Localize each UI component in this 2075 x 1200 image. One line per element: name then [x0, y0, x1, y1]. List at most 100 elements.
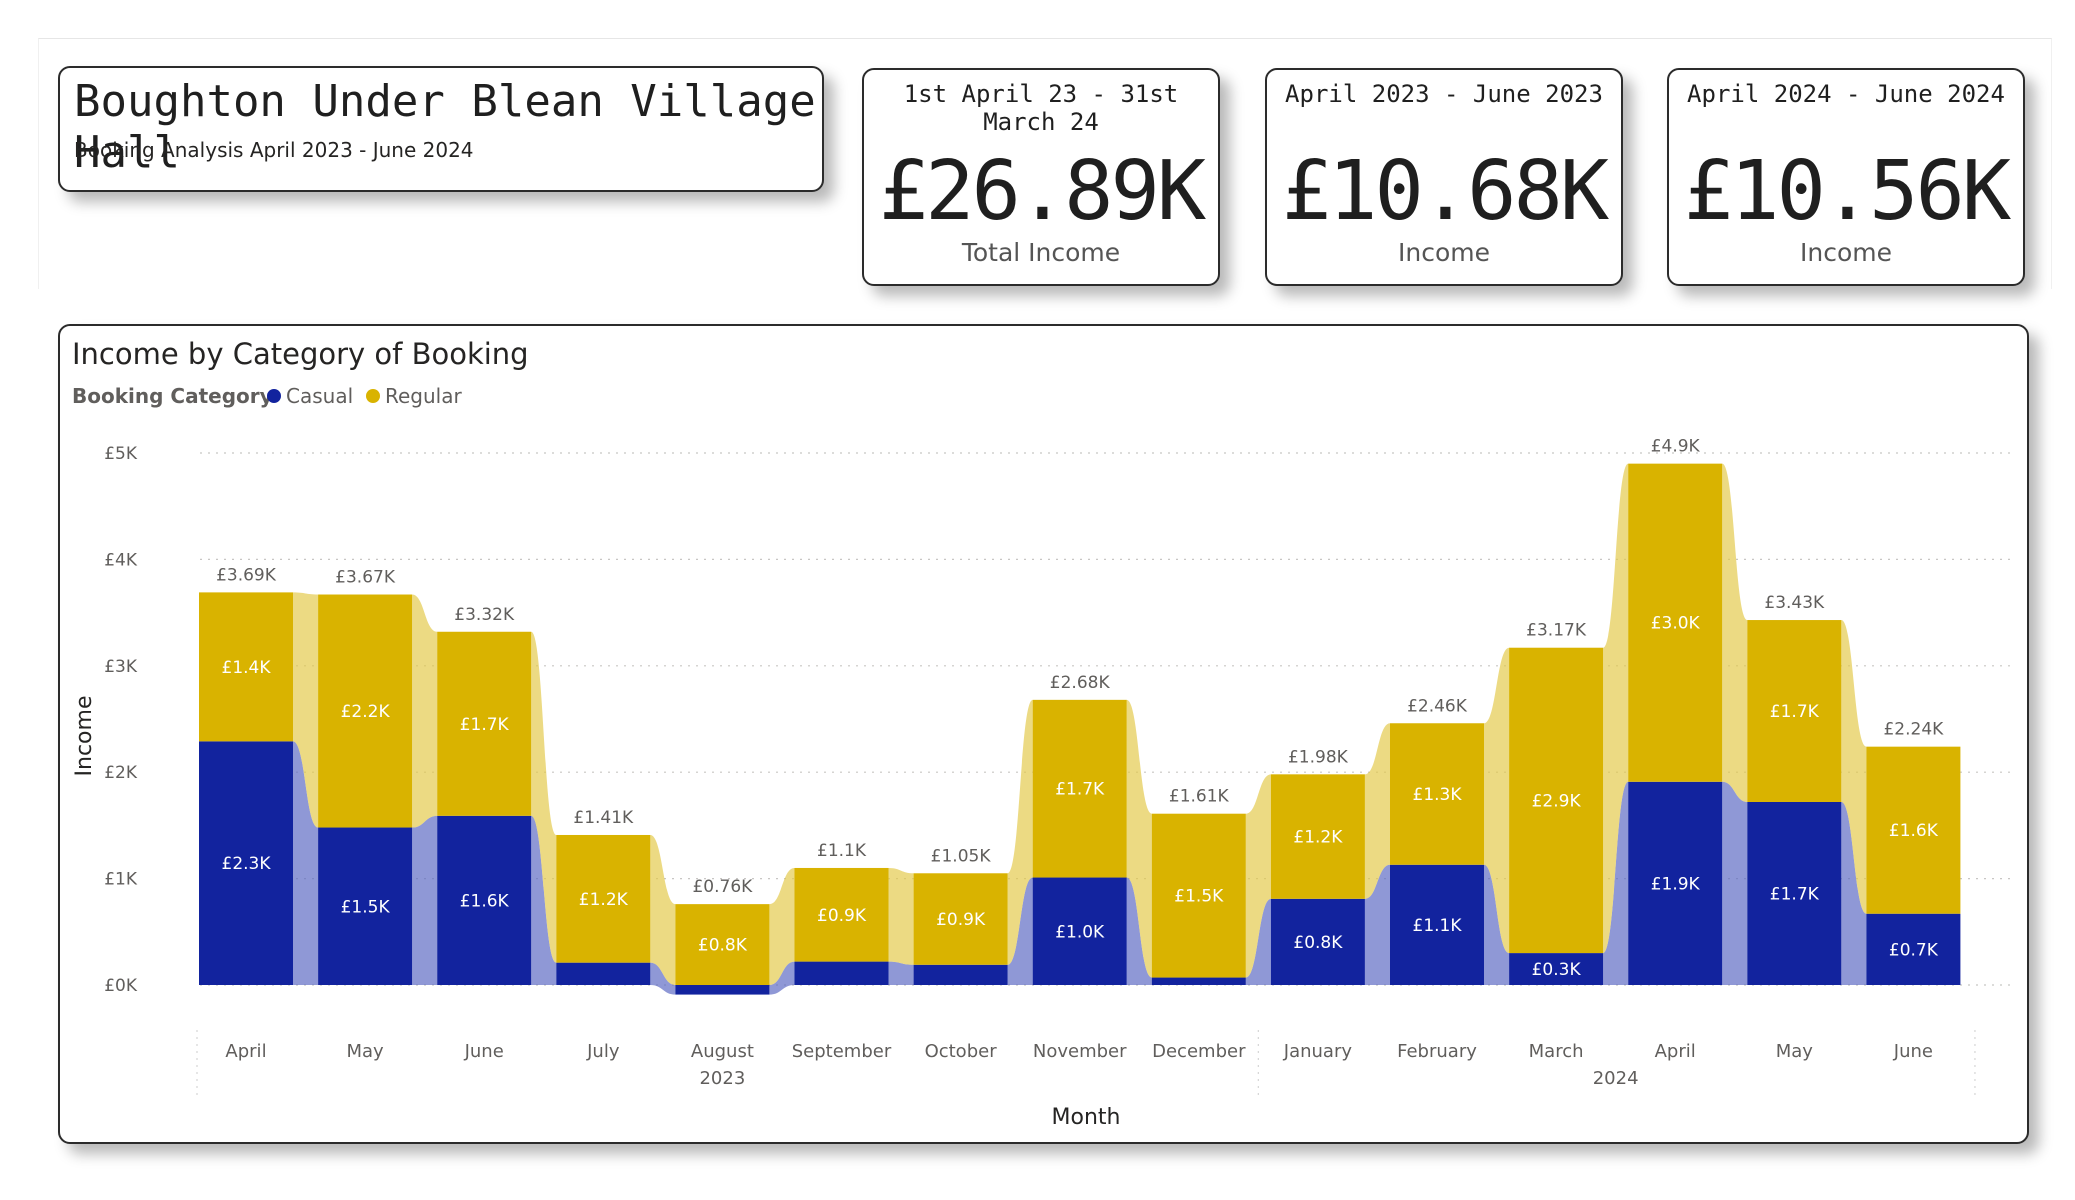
casual-value-label: £1.6K: [460, 891, 510, 911]
legend-marker-regular: [366, 389, 380, 403]
x-axis: April May June July August September October No…: [196, 1030, 1976, 1098]
bar-casual: [1390, 864, 1484, 985]
y-tick-label: £3K: [104, 657, 138, 677]
regular-ribbon: [1007, 699, 1033, 965]
casual-ribbon: [293, 741, 319, 985]
regular-ribbon: [1722, 463, 1748, 802]
bar-casual: [794, 961, 889, 985]
casual-value-label: £0.8K: [1293, 933, 1343, 953]
regular-value-label: £1.2K: [579, 890, 629, 910]
regular-value-label: £1.7K: [460, 715, 510, 735]
y-tick-label: £1K: [104, 870, 138, 890]
casual-ribbon: [412, 815, 438, 985]
legend-label-regular: Regular: [385, 384, 462, 408]
total-label: £0.76K: [692, 877, 753, 897]
casual-value-label: £1.1K: [1413, 916, 1463, 936]
bar-regular: [1628, 463, 1723, 782]
page-subtitle: Booking Analysis April 2023 - June 2024: [74, 138, 474, 162]
kpi-label: Income: [1800, 238, 1892, 267]
x-tick-label: November: [1033, 1041, 1127, 1062]
legend-label-casual: Casual: [286, 384, 353, 408]
bar-casual: [318, 827, 413, 985]
x-tick-label: October: [925, 1041, 998, 1062]
bar-regular: [437, 631, 532, 816]
total-label: £3.32K: [454, 605, 515, 625]
casual-ribbon: [1484, 864, 1510, 985]
regular-value-label: £0.8K: [698, 936, 748, 956]
casual-value-label: £1.7K: [1770, 884, 1820, 904]
kpi-card-income-2023[interactable]: April 2023 - June 2023 £10.68K Income: [1265, 68, 1623, 286]
legend-title: Booking Category: [72, 384, 273, 408]
bar-regular: [913, 873, 1008, 965]
casual-ribbon: [1007, 877, 1033, 985]
x-tick-label: June: [1893, 1041, 1933, 1062]
regular-value-label: £1.7K: [1055, 780, 1105, 800]
bar-regular: [1270, 774, 1365, 899]
regular-value-label: £1.2K: [1293, 828, 1343, 848]
regular-value-label: £1.5K: [1174, 887, 1224, 907]
regular-ribbon: [531, 631, 557, 963]
regular-ribbon: [769, 867, 795, 985]
total-label: £1.61K: [1169, 787, 1230, 807]
x-tick-label: May: [1776, 1041, 1814, 1062]
bar-casual: [1509, 953, 1604, 985]
bar-casual: [1747, 801, 1842, 985]
y-tick-label: £5K: [104, 444, 138, 464]
bar-regular: [199, 592, 293, 742]
regular-value-label: £1.4K: [222, 658, 272, 678]
total-label: £3.17K: [1526, 621, 1587, 641]
kpi-period: April 2023 - June 2023: [1285, 80, 1603, 108]
kpi-value: £26.89K: [878, 144, 1207, 239]
casual-ribbon: [769, 961, 795, 995]
bar-regular: [794, 867, 889, 962]
income-chart[interactable]: Income by Category of Booking Booking Ca…: [60, 326, 2027, 1142]
regular-ribbon: [1126, 699, 1152, 978]
total-label: £2.24K: [1883, 720, 1944, 740]
title-card: Boughton Under Blean Village Hall Bookin…: [58, 66, 824, 192]
x-tick-label: March: [1529, 1041, 1584, 1062]
regular-ribbon: [1364, 723, 1390, 899]
chart-legend: Booking Category Casual Regular: [72, 384, 462, 408]
bar-casual: [1866, 913, 1961, 985]
regular-ribbon: [888, 867, 914, 965]
bar-regular: [556, 834, 651, 963]
kpi-value: £10.56K: [1683, 144, 2012, 239]
kpi-period: 1st April 23 - 31st March 24: [903, 80, 1179, 136]
chart-bars[interactable]: [199, 463, 1961, 995]
year-label: 2024: [1593, 1068, 1639, 1089]
casual-value-label: £1.5K: [341, 897, 391, 917]
bar-casual: [556, 962, 651, 985]
year-label: 2023: [699, 1068, 745, 1089]
bar-casual: [437, 815, 532, 985]
casual-value-label: £0.3K: [1532, 960, 1582, 980]
chart-data-labels: £3.69K £2.3K £1.4K £3.67K £1.5K £2.2K £3.32K £1…: [216, 437, 1944, 980]
regular-ribbon: [1841, 620, 1867, 914]
bar-casual: [913, 964, 1008, 985]
bar-casual: [199, 741, 293, 985]
chart-title: Income by Category of Booking: [72, 337, 529, 371]
regular-value-label: £3.0K: [1651, 614, 1701, 634]
casual-ribbon: [1364, 864, 1390, 985]
bar-casual: [675, 985, 770, 995]
y-axis-title: Income: [72, 696, 97, 777]
income-chart-card[interactable]: Income by Category of Booking Booking Ca…: [58, 324, 2029, 1144]
regular-ribbon: [650, 834, 676, 985]
regular-value-label: £2.2K: [341, 702, 391, 722]
page-title: Boughton Under Blean Village Hall: [74, 76, 816, 178]
regular-ribbon: [412, 594, 438, 828]
x-tick-label: September: [792, 1041, 892, 1062]
total-label: £1.41K: [573, 808, 634, 828]
total-label: £1.98K: [1288, 747, 1349, 767]
total-label: £1.1K: [817, 841, 867, 861]
casual-value-label: £1.9K: [1651, 874, 1701, 894]
total-label: £2.46K: [1407, 696, 1468, 716]
kpi-card-total-income[interactable]: 1st April 23 - 31st March 24 £26.89K Tot…: [862, 68, 1220, 286]
casual-ribbon: [1603, 781, 1629, 985]
kpi-card-income-2024[interactable]: April 2024 - June 2024 £10.56K Income: [1667, 68, 2025, 286]
regular-value-label: £0.9K: [936, 910, 986, 930]
kpi-label: Total Income: [961, 238, 1121, 267]
casual-ribbon: [1722, 781, 1748, 985]
y-tick-label: £2K: [104, 763, 138, 783]
legend-marker-casual: [267, 389, 281, 403]
regular-ribbon: [1603, 463, 1629, 954]
